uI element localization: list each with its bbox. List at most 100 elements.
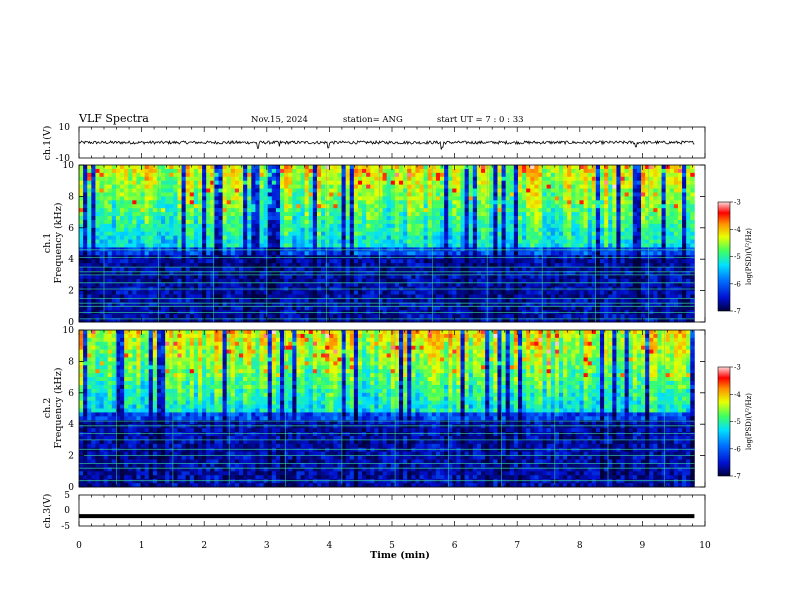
spectrogram-cell xyxy=(550,192,556,197)
spectrogram-cell xyxy=(472,267,478,272)
spectrogram-cell xyxy=(558,270,564,276)
spectrogram-cell xyxy=(238,223,244,229)
spectrogram-cell xyxy=(419,270,424,276)
spectrogram-cell xyxy=(255,227,260,233)
spectrogram-cell xyxy=(464,278,470,284)
spectrogram-cell xyxy=(124,188,129,193)
spectrogram-cell xyxy=(571,235,576,240)
spectrogram-cell xyxy=(645,278,650,284)
spectrogram-cell xyxy=(653,180,658,186)
spectrogram-cell xyxy=(107,219,113,225)
spectrogram-cell xyxy=(493,192,498,197)
spectrogram-cell xyxy=(431,212,437,217)
spectrogram-cell xyxy=(165,208,170,213)
spectrogram-cell xyxy=(624,231,630,237)
spectrogram-cell xyxy=(357,168,363,174)
spectrogram-cell xyxy=(234,290,240,295)
spectrogram-cell xyxy=(628,227,634,233)
spectrogram-cell xyxy=(300,188,306,193)
spectrogram-cell xyxy=(403,290,408,295)
spectrogram-cell xyxy=(657,188,662,193)
spectrogram-cell xyxy=(546,208,552,213)
spectrogram-cell xyxy=(300,267,306,272)
spectrogram-cell xyxy=(411,223,416,229)
spectrogram-cell xyxy=(132,188,137,193)
spectrogram-cell xyxy=(546,180,552,186)
spectrogram-cell xyxy=(316,165,322,170)
spectrogram-cell xyxy=(382,278,388,284)
spectrogram-cell xyxy=(79,243,84,248)
spectrogram-cell xyxy=(243,231,248,237)
spectrogram-cell xyxy=(156,208,162,213)
spectrogram-cell xyxy=(95,223,100,229)
spectrogram-cell xyxy=(472,251,478,256)
spectrogram-cell xyxy=(210,192,215,197)
spectrogram-cell xyxy=(337,274,342,280)
spectrogram-cell xyxy=(673,278,679,284)
spectrogram-cell xyxy=(489,263,494,268)
spectrogram-cell xyxy=(124,243,129,248)
spectrogram-cell xyxy=(526,263,531,268)
spectrogram-cell xyxy=(197,259,203,264)
spectrogram-cell xyxy=(468,282,474,288)
spectrogram-cell xyxy=(427,259,433,264)
spectrogram-cell xyxy=(378,180,383,186)
spectrogram-cell xyxy=(259,282,265,288)
spectrogram-cell xyxy=(140,212,146,217)
spectrogram-cell xyxy=(624,200,630,205)
spectrogram-cell xyxy=(189,263,195,268)
spectrogram-cell xyxy=(189,212,195,217)
spectrogram-cell xyxy=(83,200,88,205)
spectrogram-cell xyxy=(649,235,654,240)
spectrogram-cell xyxy=(140,267,146,272)
spectrogram-cell xyxy=(79,267,84,272)
spectrogram-cell xyxy=(132,235,137,240)
spectrogram-cell xyxy=(456,290,461,295)
spectrogram-cell xyxy=(238,263,244,268)
spectrogram-cell xyxy=(448,196,453,201)
spectrogram-cell xyxy=(657,212,662,217)
spectrogram-cell xyxy=(534,192,539,197)
spectrogram-cell xyxy=(91,212,96,217)
spectrogram-cell xyxy=(604,172,609,178)
spectrogram-cell xyxy=(284,274,289,280)
spectrogram-cell xyxy=(554,176,560,182)
spectrogram-cell xyxy=(136,270,141,276)
spectrogram-cell xyxy=(456,278,461,284)
spectrogram-cell xyxy=(173,196,178,201)
spectrogram-cell xyxy=(600,176,605,182)
spectrogram-cell xyxy=(575,278,580,284)
spectrogram-cell xyxy=(243,176,248,182)
spectrogram-cell xyxy=(251,282,256,288)
spectrogram-cell xyxy=(210,219,215,225)
spectrogram-cell xyxy=(583,290,589,295)
spectrogram-cell xyxy=(107,216,113,221)
spectrogram-cell xyxy=(345,216,351,221)
spectrogram-cell xyxy=(448,180,453,186)
spectrogram-cell xyxy=(649,216,654,221)
spectrogram-cell xyxy=(193,204,199,209)
spectrogram-cell xyxy=(333,263,338,268)
spectrogram-cell xyxy=(341,231,347,237)
spectrogram-cell xyxy=(193,290,199,295)
spectrogram-cell xyxy=(288,212,293,217)
spectrogram-cell xyxy=(398,223,404,229)
spectrogram-cell xyxy=(579,176,584,182)
spectrogram-cell xyxy=(136,212,141,217)
spectrogram-cell xyxy=(185,239,191,244)
spectrogram-cell xyxy=(505,251,511,256)
spectrogram-cell xyxy=(210,235,215,240)
spectrogram-cell xyxy=(522,165,527,170)
spectrogram-cell xyxy=(476,278,482,284)
spectrogram-cell xyxy=(177,192,182,197)
spectrogram-cell xyxy=(136,184,141,189)
spectrogram-cell xyxy=(677,176,683,182)
spectrogram-cell xyxy=(505,184,511,189)
spectrogram-cell xyxy=(202,231,207,237)
spectrogram-cell xyxy=(542,176,548,182)
spectrogram-cell xyxy=(517,278,523,284)
spectrogram-cell xyxy=(677,172,683,178)
spectrogram-cell xyxy=(522,172,527,178)
spectrogram-cell xyxy=(304,270,310,276)
spectrogram-cell xyxy=(632,168,638,174)
